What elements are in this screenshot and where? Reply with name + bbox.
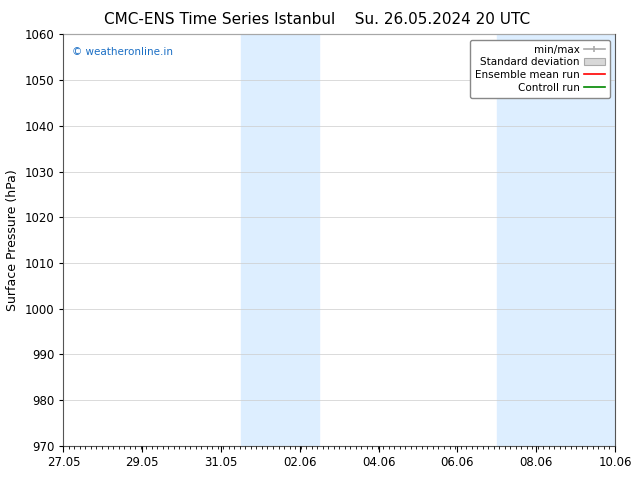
- Bar: [497, 34, 615, 446]
- Y-axis label: Surface Pressure (hPa): Surface Pressure (hPa): [6, 169, 19, 311]
- Legend: min/max, Standard deviation, Ensemble mean run, Controll run: min/max, Standard deviation, Ensemble me…: [470, 40, 610, 98]
- Bar: [241, 34, 320, 446]
- Text: CMC-ENS Time Series Istanbul    Su. 26.05.2024 20 UTC: CMC-ENS Time Series Istanbul Su. 26.05.2…: [104, 12, 530, 27]
- Text: © weatheronline.in: © weatheronline.in: [72, 47, 172, 57]
